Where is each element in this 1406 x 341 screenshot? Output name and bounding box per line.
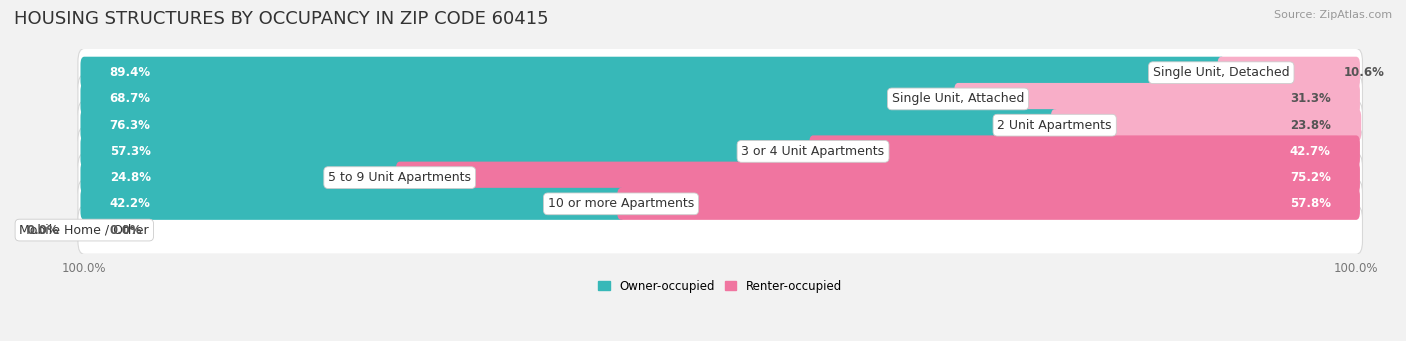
Text: 42.2%: 42.2% bbox=[110, 197, 150, 210]
Text: 5 to 9 Unit Apartments: 5 to 9 Unit Apartments bbox=[328, 171, 471, 184]
Text: 24.8%: 24.8% bbox=[110, 171, 150, 184]
Text: 57.8%: 57.8% bbox=[1289, 197, 1330, 210]
FancyBboxPatch shape bbox=[80, 135, 817, 167]
FancyBboxPatch shape bbox=[77, 48, 1362, 97]
Text: 68.7%: 68.7% bbox=[110, 92, 150, 105]
FancyBboxPatch shape bbox=[810, 135, 1360, 167]
FancyBboxPatch shape bbox=[80, 83, 962, 115]
Text: Single Unit, Detached: Single Unit, Detached bbox=[1153, 66, 1289, 79]
Text: 57.3%: 57.3% bbox=[110, 145, 150, 158]
Text: 23.8%: 23.8% bbox=[1289, 119, 1330, 132]
Text: 31.3%: 31.3% bbox=[1289, 92, 1330, 105]
Text: 3 or 4 Unit Apartments: 3 or 4 Unit Apartments bbox=[741, 145, 884, 158]
Text: HOUSING STRUCTURES BY OCCUPANCY IN ZIP CODE 60415: HOUSING STRUCTURES BY OCCUPANCY IN ZIP C… bbox=[14, 10, 548, 28]
FancyBboxPatch shape bbox=[77, 127, 1362, 176]
FancyBboxPatch shape bbox=[77, 75, 1362, 123]
Legend: Owner-occupied, Renter-occupied: Owner-occupied, Renter-occupied bbox=[599, 280, 842, 293]
Text: Source: ZipAtlas.com: Source: ZipAtlas.com bbox=[1274, 10, 1392, 20]
FancyBboxPatch shape bbox=[396, 162, 1360, 194]
FancyBboxPatch shape bbox=[617, 188, 1360, 220]
FancyBboxPatch shape bbox=[77, 180, 1362, 228]
FancyBboxPatch shape bbox=[77, 206, 1362, 254]
Text: 89.4%: 89.4% bbox=[110, 66, 150, 79]
FancyBboxPatch shape bbox=[80, 188, 624, 220]
Text: 10 or more Apartments: 10 or more Apartments bbox=[548, 197, 695, 210]
FancyBboxPatch shape bbox=[77, 101, 1362, 149]
Text: 76.3%: 76.3% bbox=[110, 119, 150, 132]
Text: 75.2%: 75.2% bbox=[1289, 171, 1330, 184]
Text: 0.0%: 0.0% bbox=[110, 224, 142, 237]
Text: 10.6%: 10.6% bbox=[1343, 66, 1385, 79]
Text: Single Unit, Attached: Single Unit, Attached bbox=[891, 92, 1024, 105]
FancyBboxPatch shape bbox=[1218, 57, 1360, 89]
FancyBboxPatch shape bbox=[80, 57, 1225, 89]
FancyBboxPatch shape bbox=[80, 162, 404, 194]
Text: Mobile Home / Other: Mobile Home / Other bbox=[20, 224, 149, 237]
Text: 42.7%: 42.7% bbox=[1289, 145, 1330, 158]
FancyBboxPatch shape bbox=[1050, 109, 1361, 141]
FancyBboxPatch shape bbox=[955, 83, 1360, 115]
FancyBboxPatch shape bbox=[80, 109, 1059, 141]
Text: 0.0%: 0.0% bbox=[27, 224, 59, 237]
FancyBboxPatch shape bbox=[77, 153, 1362, 202]
Text: 2 Unit Apartments: 2 Unit Apartments bbox=[997, 119, 1112, 132]
